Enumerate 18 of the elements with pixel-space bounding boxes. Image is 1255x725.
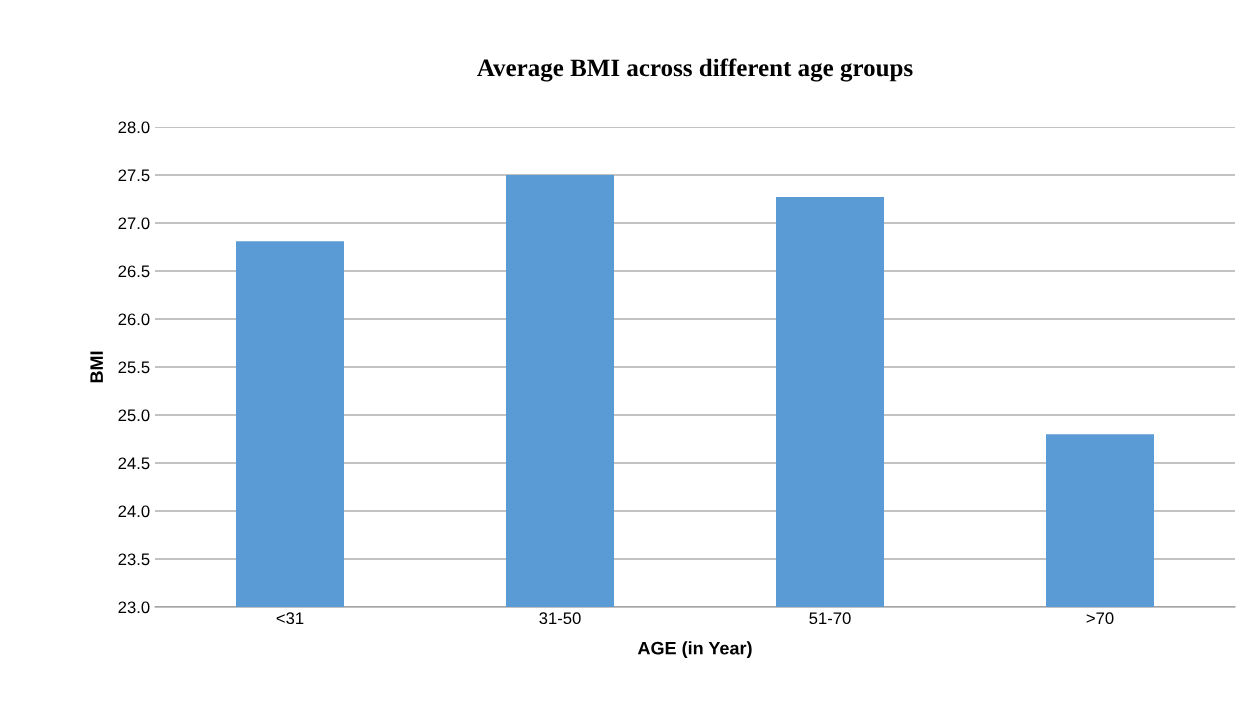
y-tick-label: 24.0 xyxy=(118,505,150,518)
y-tick-label: 27.0 xyxy=(118,217,150,230)
x-axis-title: AGE (in Year) xyxy=(637,641,752,659)
y-tick-label: 23.0 xyxy=(118,601,150,614)
chart-title: Average BMI across different age groups xyxy=(477,58,913,82)
x-tick-label: 51-70 xyxy=(809,612,851,625)
y-tick-label: 24.5 xyxy=(118,457,150,470)
y-tick-label: 25.5 xyxy=(118,361,150,374)
y-axis-title: BMI xyxy=(90,351,103,383)
x-tick-label: >70 xyxy=(1086,612,1114,625)
y-tick-label: 23.5 xyxy=(118,553,150,566)
y-tick-label: 25.0 xyxy=(118,409,150,422)
y-tick-label: 27.5 xyxy=(118,169,150,182)
y-tick-label: 28.0 xyxy=(118,121,150,134)
x-tick-label: 31-50 xyxy=(539,612,581,625)
x-tick-label: <31 xyxy=(276,612,304,625)
y-tick-label: 26.5 xyxy=(118,265,150,278)
y-tick-label: 26.0 xyxy=(118,313,150,326)
